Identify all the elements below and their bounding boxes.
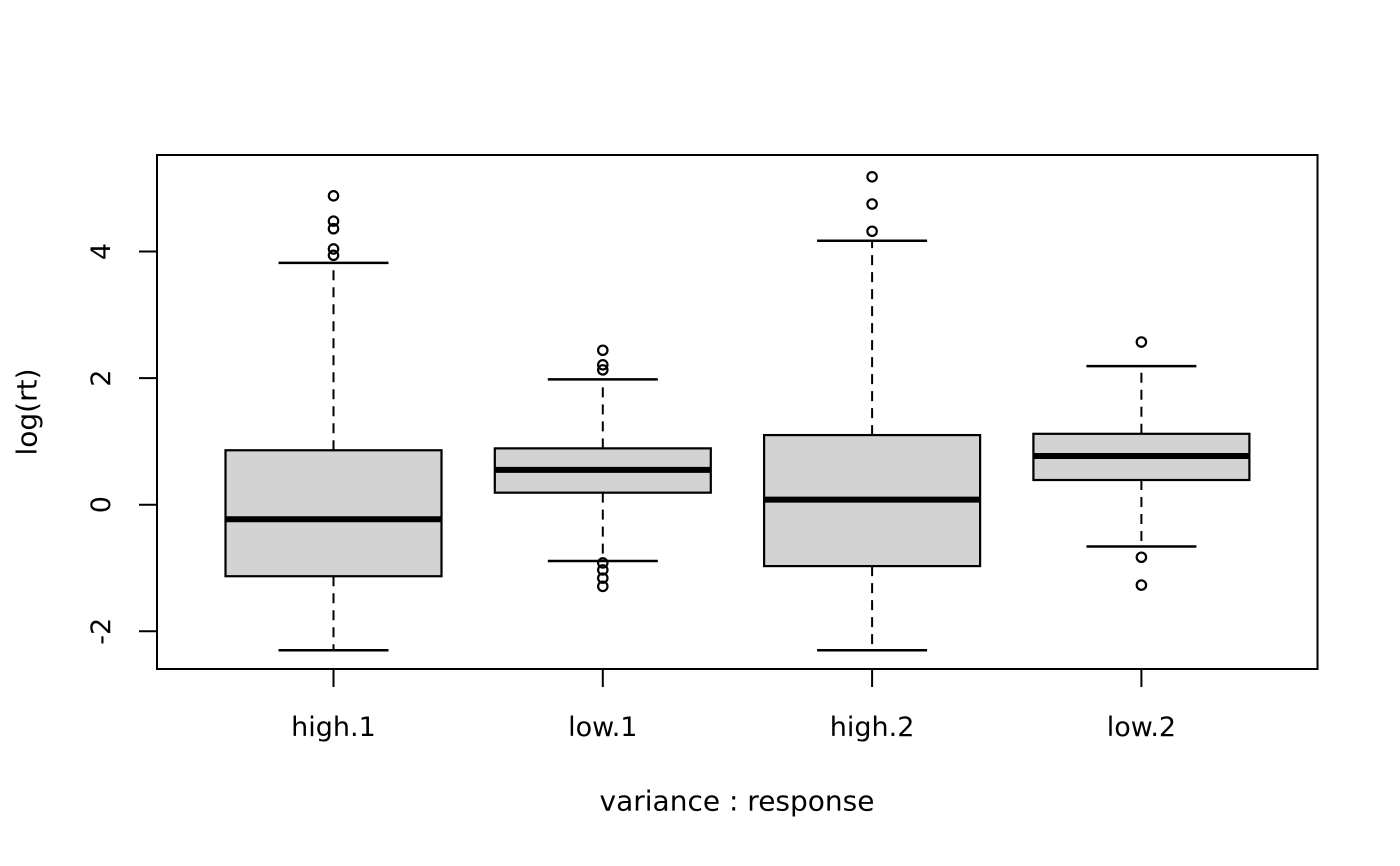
y-tick-label: 2 xyxy=(86,370,117,387)
x-tick-label: high.2 xyxy=(830,712,915,743)
x-tick-label: low.2 xyxy=(1107,712,1176,743)
outlier-point xyxy=(327,249,340,262)
outlier-point xyxy=(1135,551,1148,564)
y-tick-label: 0 xyxy=(86,496,117,513)
box-high.2 xyxy=(762,171,982,652)
outlier-point xyxy=(866,225,878,238)
box-low.2 xyxy=(1032,336,1251,591)
plot-frame xyxy=(156,154,1319,670)
outlier-point xyxy=(596,359,609,371)
outlier-point xyxy=(327,222,340,235)
outlier-point xyxy=(327,215,340,227)
x-tick-label: high.1 xyxy=(291,712,376,743)
outlier-point xyxy=(1135,336,1148,348)
y-axis-title: log(rt) xyxy=(10,368,44,456)
y-tick-label: -2 xyxy=(86,618,117,645)
x-tick-label: low.1 xyxy=(568,712,637,743)
outlier-point xyxy=(327,189,340,202)
box-low.1 xyxy=(493,344,712,593)
outlier-point xyxy=(596,580,609,593)
x-axis-title: variance : response xyxy=(599,784,875,818)
outlier-point xyxy=(596,572,609,584)
outlier-point xyxy=(866,198,878,210)
iqr-box xyxy=(224,449,443,578)
outlier-point xyxy=(1135,579,1148,591)
outlier-point xyxy=(596,557,609,569)
y-tick-label: 4 xyxy=(86,243,117,260)
outlier-point xyxy=(596,364,609,376)
outlier-point xyxy=(327,243,340,255)
outlier-point xyxy=(866,171,878,183)
outlier-point xyxy=(596,564,609,576)
outlier-point xyxy=(596,344,609,357)
box-high.1 xyxy=(224,189,443,652)
